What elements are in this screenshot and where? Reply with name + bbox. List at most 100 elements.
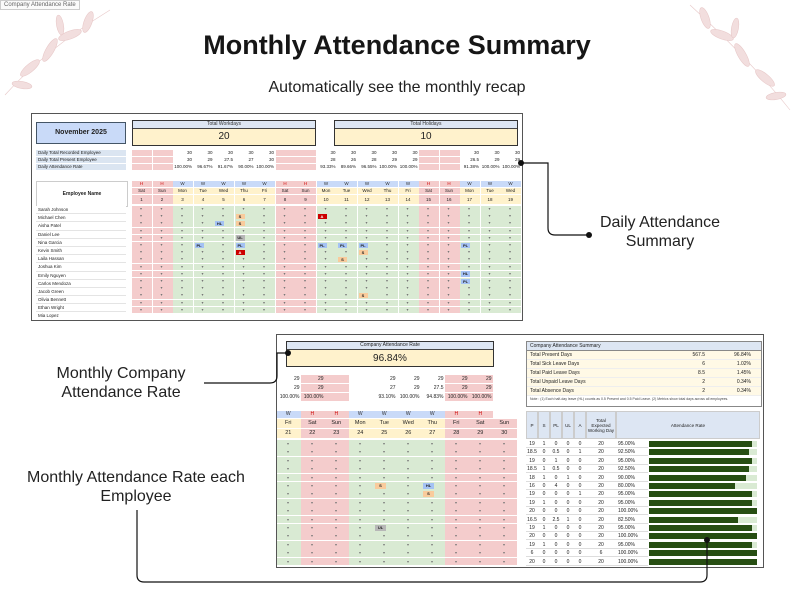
attendance-cell[interactable] [255, 299, 275, 307]
attendance-cell[interactable] [501, 206, 521, 213]
attendance-cell[interactable] [493, 465, 517, 473]
attendance-cell[interactable] [480, 292, 501, 299]
attendance-cell[interactable] [234, 206, 255, 213]
attendance-cell[interactable] [132, 256, 152, 263]
attendance-cell[interactable] [419, 278, 439, 285]
attendance-cell[interactable] [493, 482, 517, 490]
attendance-cell[interactable] [214, 220, 234, 227]
attendance-cell[interactable] [480, 285, 501, 292]
attendance-cell[interactable] [469, 524, 493, 532]
attendance-cell[interactable] [132, 234, 152, 242]
attendance-cell[interactable] [301, 440, 325, 448]
attendance-cell[interactable] [152, 292, 173, 299]
attendance-cell[interactable] [378, 242, 398, 249]
attendance-cell[interactable] [501, 306, 521, 314]
attendance-cell[interactable] [337, 306, 357, 314]
day-type-dropdown[interactable]: W [480, 181, 501, 187]
attendance-cell[interactable] [460, 306, 480, 314]
attendance-cell[interactable] [255, 306, 275, 314]
attendance-cell[interactable] [460, 278, 480, 285]
attendance-cell[interactable] [349, 482, 373, 490]
attendance-cell[interactable] [480, 263, 501, 271]
attendance-cell[interactable] [255, 256, 275, 263]
day-type-dropdown[interactable]: H [445, 411, 469, 418]
attendance-cell[interactable] [378, 249, 398, 256]
attendance-cell[interactable] [255, 234, 275, 242]
attendance-cell[interactable] [152, 299, 173, 307]
attendance-cell[interactable] [275, 292, 296, 299]
attendance-cell[interactable] [469, 482, 493, 490]
attendance-cell[interactable] [419, 213, 439, 220]
leave-mark[interactable]: S [358, 249, 368, 256]
attendance-cell[interactable] [501, 242, 521, 249]
attendance-cell[interactable] [296, 270, 316, 278]
attendance-cell[interactable] [234, 270, 255, 278]
attendance-cell[interactable] [277, 507, 301, 515]
leave-mark[interactable]: HL [461, 271, 470, 277]
attendance-cell[interactable] [301, 515, 325, 524]
attendance-cell[interactable] [337, 270, 357, 278]
attendance-cell[interactable] [173, 220, 193, 227]
attendance-cell[interactable] [493, 473, 517, 482]
attendance-cell[interactable] [296, 213, 316, 220]
attendance-cell[interactable] [234, 220, 255, 227]
attendance-cell[interactable] [357, 263, 378, 271]
attendance-cell[interactable] [214, 206, 234, 213]
attendance-cell[interactable] [277, 465, 301, 473]
attendance-cell[interactable] [460, 256, 480, 263]
attendance-cell[interactable] [469, 456, 493, 465]
attendance-cell[interactable] [275, 306, 296, 314]
attendance-cell[interactable] [349, 490, 373, 499]
attendance-cell[interactable] [234, 306, 255, 314]
attendance-cell[interactable] [398, 306, 419, 314]
attendance-cell[interactable] [445, 440, 469, 448]
attendance-cell[interactable] [357, 270, 378, 278]
attendance-cell[interactable] [214, 213, 234, 220]
attendance-cell[interactable] [275, 220, 296, 227]
day-type-dropdown[interactable]: W [234, 181, 255, 187]
attendance-cell[interactable] [421, 515, 445, 524]
attendance-cell[interactable] [421, 532, 445, 541]
attendance-cell[interactable] [193, 256, 214, 263]
attendance-cell[interactable] [301, 498, 325, 507]
attendance-cell[interactable] [325, 498, 349, 507]
attendance-cell[interactable] [397, 549, 421, 557]
attendance-cell[interactable] [397, 482, 421, 490]
attendance-cell[interactable] [255, 263, 275, 271]
attendance-cell[interactable] [398, 299, 419, 307]
attendance-cell[interactable] [296, 263, 316, 271]
attendance-cell[interactable] [214, 292, 234, 299]
attendance-cell[interactable] [493, 549, 517, 557]
attendance-cell[interactable] [255, 242, 275, 249]
attendance-cell[interactable] [255, 249, 275, 256]
attendance-cell[interactable] [173, 213, 193, 220]
attendance-cell[interactable] [445, 557, 469, 566]
attendance-cell[interactable] [357, 292, 378, 299]
attendance-cell[interactable] [152, 256, 173, 263]
attendance-cell[interactable] [337, 256, 357, 263]
attendance-cell[interactable] [277, 540, 301, 549]
attendance-cell[interactable] [421, 440, 445, 448]
attendance-cell[interactable] [445, 456, 469, 465]
attendance-cell[interactable] [275, 242, 296, 249]
attendance-cell[interactable] [349, 515, 373, 524]
attendance-cell[interactable] [398, 206, 419, 213]
attendance-cell[interactable] [234, 256, 255, 263]
attendance-cell[interactable] [325, 482, 349, 490]
attendance-cell[interactable] [445, 448, 469, 457]
attendance-cell[interactable] [419, 285, 439, 292]
attendance-cell[interactable] [373, 557, 397, 566]
attendance-cell[interactable] [214, 256, 234, 263]
attendance-cell[interactable] [152, 263, 173, 271]
attendance-cell[interactable] [445, 490, 469, 499]
attendance-cell[interactable] [460, 285, 480, 292]
attendance-cell[interactable] [378, 270, 398, 278]
attendance-cell[interactable] [349, 440, 373, 448]
attendance-cell[interactable] [439, 227, 460, 235]
attendance-cell[interactable] [397, 465, 421, 473]
attendance-cell[interactable] [193, 220, 214, 227]
attendance-cell[interactable] [460, 299, 480, 307]
attendance-cell[interactable] [439, 206, 460, 213]
day-type-dropdown[interactable]: H [132, 181, 152, 187]
attendance-cell[interactable] [337, 292, 357, 299]
